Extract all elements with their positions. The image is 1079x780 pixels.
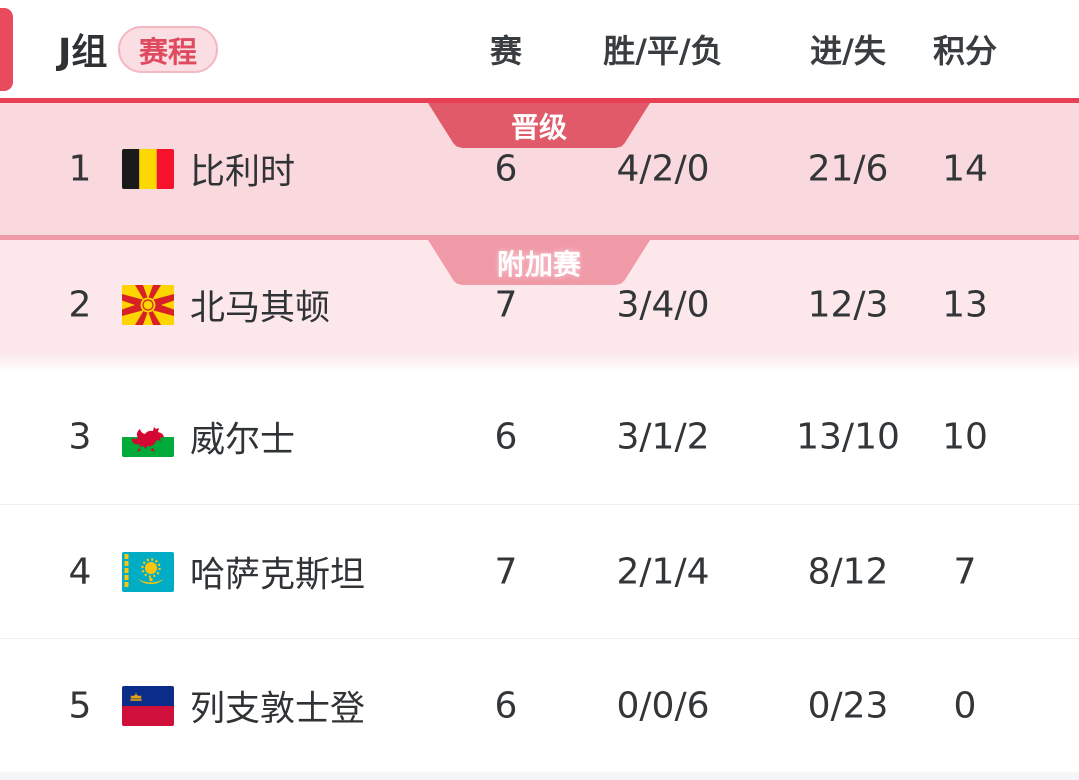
points-value: 13 xyxy=(942,284,988,326)
goals-value: 21/6 xyxy=(807,148,889,190)
wales-flag-icon xyxy=(122,417,174,457)
points-value: 14 xyxy=(942,148,988,190)
standings-row-kazakhstan[interactable]: 4 哈萨克斯坦 7 2/1/4 8/12 7 xyxy=(0,504,1079,638)
played-value: 6 xyxy=(494,148,518,190)
played-value: 6 xyxy=(494,416,518,458)
wdl-value: 0/0/6 xyxy=(616,685,710,726)
column-header-points: 积分 xyxy=(932,32,997,70)
played-value: 6 xyxy=(494,685,518,726)
wdl-value: 3/1/2 xyxy=(616,416,710,458)
standings-row-belgium[interactable]: 晋级 1 比利时 6 4/2/0 21/6 14 xyxy=(0,98,1079,235)
team-name: 比利时 xyxy=(190,152,296,193)
played-value: 7 xyxy=(494,284,518,326)
column-header-wdl: 胜/平/负 xyxy=(603,32,723,70)
standings-row-north-macedonia[interactable]: 附加赛 2 北马其顿 7 3/4 xyxy=(0,235,1079,370)
liechtenstein-flag-icon xyxy=(122,685,174,726)
team-name: 哈萨克斯坦 xyxy=(190,555,366,595)
group-title: J组 xyxy=(58,32,108,73)
column-header-goals: 进/失 xyxy=(810,32,886,70)
team-name: 威尔士 xyxy=(190,420,296,461)
points-value: 0 xyxy=(953,685,977,726)
standings-row-wales[interactable]: 3 威尔士 6 3/1/2 13/10 10 xyxy=(0,370,1079,504)
bottom-divider xyxy=(0,772,1079,780)
rank: 5 xyxy=(68,685,92,726)
team-name: 列支敦士登 xyxy=(190,689,366,729)
wdl-value: 3/4/0 xyxy=(616,284,710,326)
goals-value: 0/23 xyxy=(807,685,889,726)
schedule-badge[interactable]: 赛程 xyxy=(118,26,219,73)
rank: 3 xyxy=(68,416,92,458)
accent-bar xyxy=(0,8,13,91)
played-value: 7 xyxy=(494,551,518,592)
points-value: 7 xyxy=(953,551,977,592)
promotion-banner: 晋级 xyxy=(428,103,650,148)
standings-row-liechtenstein[interactable]: 5 列支敦士登 6 0/0/6 0/23 0 xyxy=(0,638,1079,772)
column-header-played: 赛 xyxy=(489,32,522,70)
rank: 1 xyxy=(68,148,92,190)
team-name: 北马其顿 xyxy=(190,288,331,329)
playoff-banner: 附加赛 xyxy=(428,240,650,285)
goals-value: 13/10 xyxy=(796,416,900,458)
standings-header: J组 赛程 赛 胜/平/负 进/失 积分 xyxy=(0,0,1079,98)
belgium-flag-icon xyxy=(122,149,174,189)
rank: 2 xyxy=(68,284,92,326)
kazakhstan-flag-icon xyxy=(122,551,174,592)
wdl-value: 2/1/4 xyxy=(616,551,710,592)
north-macedonia-flag-icon xyxy=(122,285,174,325)
goals-value: 12/3 xyxy=(807,284,889,326)
goals-value: 8/12 xyxy=(807,551,889,592)
wdl-value: 4/2/0 xyxy=(616,148,710,190)
rank: 4 xyxy=(68,551,92,592)
points-value: 10 xyxy=(942,416,988,458)
